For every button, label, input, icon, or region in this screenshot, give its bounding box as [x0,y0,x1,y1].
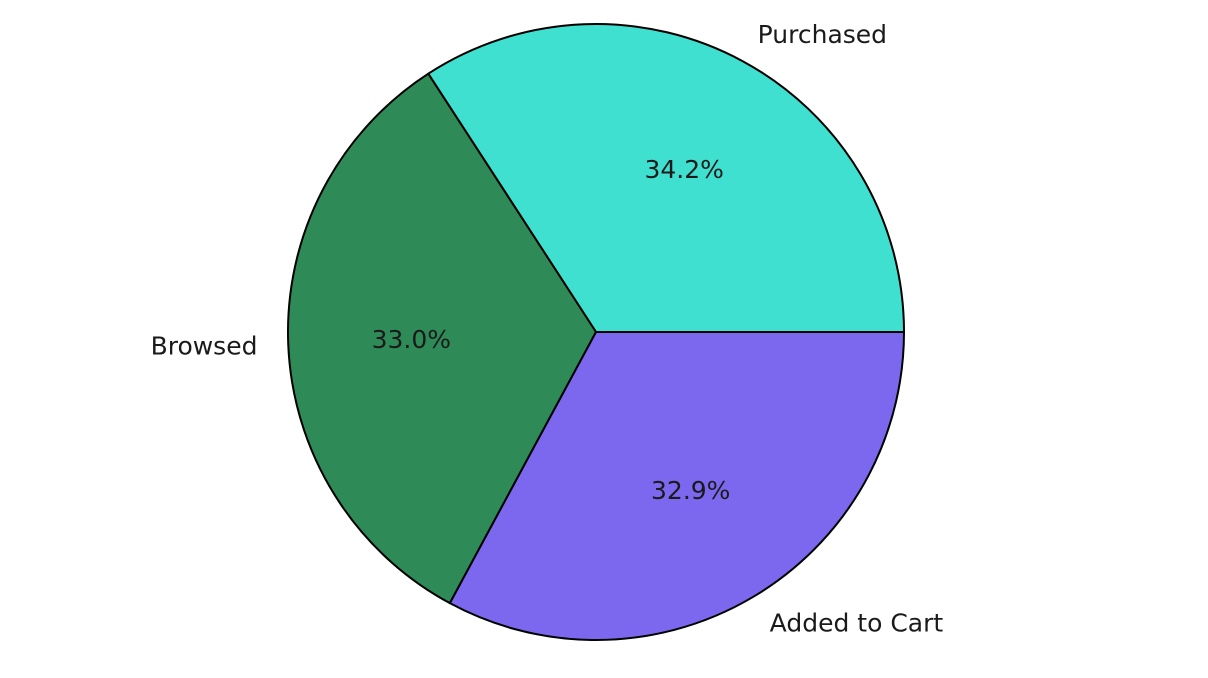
pie-percent-label-added-to-cart: 32.9% [651,476,730,505]
pie-category-label-added-to-cart: Added to Cart [770,608,944,637]
pie-labels: 34.2% Purchased 33.0% Browsed 32.9% Added to … [151,20,944,638]
pie-category-label-browsed: Browsed [151,331,258,360]
pie-percent-label-browsed: 33.0% [372,325,451,354]
pie-category-label-purchased: Purchased [758,20,887,49]
pie-percent-label-purchased: 34.2% [644,155,723,184]
pie-slice-browsed [287,72,597,605]
pie-slice-added-to-cart [448,331,905,641]
pie-slices [287,23,905,641]
